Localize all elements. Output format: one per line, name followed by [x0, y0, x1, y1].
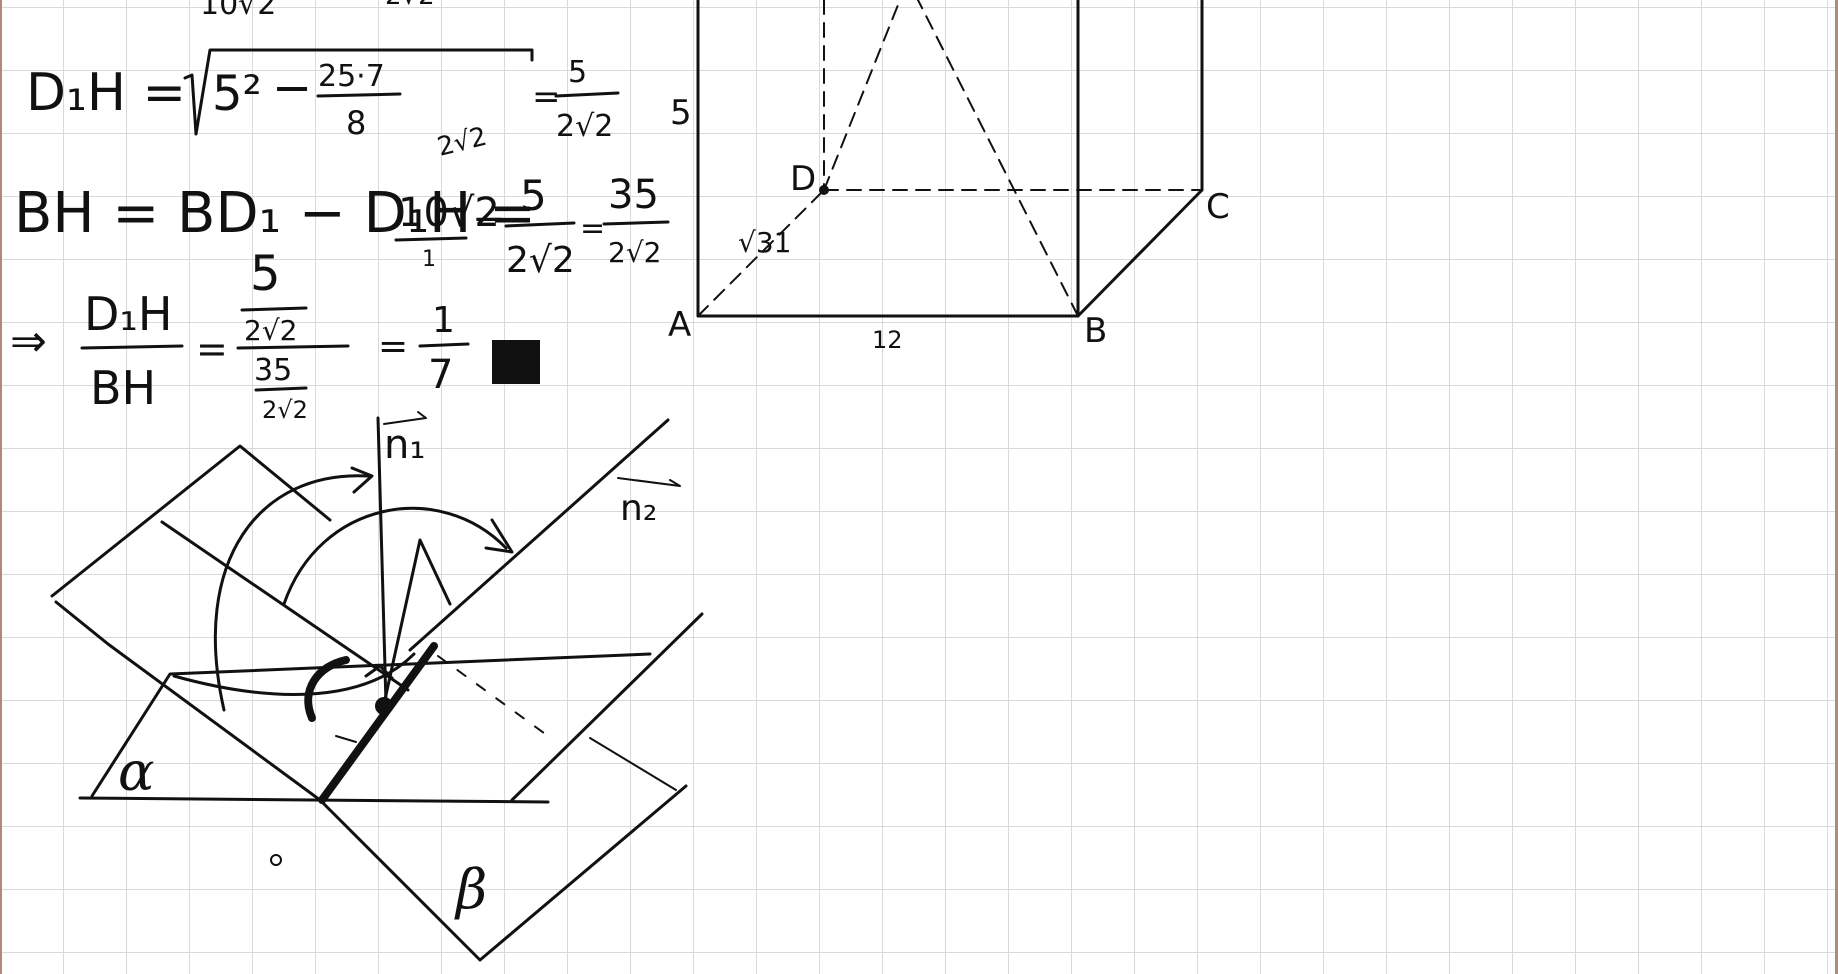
vertex-label-a: A: [668, 305, 691, 345]
vertex-label-d: D: [790, 159, 816, 199]
line2-t1-bar: [394, 236, 468, 242]
cube-edge-ad-hidden: [697, 189, 825, 317]
line3-main-bar: [236, 344, 350, 350]
normal-n2-vector-arrow: [617, 477, 681, 487]
line2-t2-bar: [504, 221, 576, 228]
line3-res-num: 1: [432, 300, 455, 341]
line3-arrow: ⇒: [10, 316, 47, 367]
line2-t1-den: 1: [422, 247, 436, 272]
intersection-line: [318, 642, 438, 804]
line1-res-den: 2√2: [556, 109, 613, 144]
line1-lhs: D₁H =: [26, 63, 186, 123]
qed-square: [492, 340, 540, 384]
line2-lhs: BH = BD₁ − D₁H =: [14, 181, 536, 246]
plane-alpha-label: α: [118, 740, 154, 803]
equation-line-3: ⇒ D₁H BH = 5 2√2 35 2√2 = 1 7: [10, 246, 540, 424]
equation-line-2: 2√2 BH = BD₁ − D₁H = 10√2 1 − 5 2√2 = 35…: [14, 122, 670, 281]
angle-arc-2-arrow: [484, 518, 514, 554]
normal-n1-line: [376, 416, 388, 706]
line2-eq: =: [580, 211, 605, 246]
line2-side-note: 2√2: [434, 122, 489, 163]
line3-res-den: 7: [428, 352, 453, 398]
line1-res-bar: [554, 91, 620, 98]
cube-diag-d-top: [823, 0, 901, 191]
line3-big-num: 5: [250, 246, 281, 302]
vertex-d-dot: [819, 185, 829, 195]
line3-big-den-den: 2√2: [262, 396, 308, 424]
normal-n2-projection: [382, 538, 452, 706]
line2-t1-num: 10√2: [398, 190, 500, 236]
plane-beta-edge: [589, 737, 677, 791]
line3-lhs-num: D₁H: [84, 287, 172, 341]
line3-eq: =: [196, 327, 228, 371]
line1-radicand: 5²: [212, 66, 262, 122]
line3-eq2: =: [378, 326, 408, 367]
line1-minus: −: [272, 60, 312, 116]
upper-plane-inner-line: [160, 520, 410, 692]
planes-diagram: n₁ n₂ α β: [50, 411, 704, 962]
line3-inner-bar-2: [254, 386, 308, 392]
line2-res-den: 2√2: [608, 236, 661, 269]
partial-top-right: 2√2: [385, 0, 435, 11]
edge-label-diagonal: √31: [738, 226, 791, 259]
cube-diagram: A B C D 5 12 √31: [668, 0, 1230, 354]
line3-lhs-den: BH: [90, 361, 156, 415]
board-left-edge: [0, 0, 2, 974]
upper-plane-right: [408, 418, 670, 652]
upper-plane-left: [50, 444, 332, 598]
line1-frac-bar: [316, 92, 402, 98]
normal-n1-label: n₁: [384, 422, 425, 468]
line3-big-den: 35: [254, 353, 292, 388]
line3-big-num-den: 2√2: [244, 314, 297, 347]
cube-edge-bc: [1076, 188, 1204, 318]
vertex-label-b: B: [1084, 311, 1107, 351]
line1-frac-den: 8: [346, 104, 366, 142]
vertex-label-c: C: [1206, 187, 1230, 227]
cursor-dot: [270, 854, 282, 866]
line1-res-num: 5: [568, 55, 587, 90]
line2-minus: −: [472, 196, 506, 242]
plane-beta-label: β: [454, 858, 487, 921]
intersection-point: [375, 697, 393, 715]
edge-label-height: 5: [670, 93, 692, 133]
cube-diag-b-top: [917, 0, 1079, 317]
small-tick: [335, 735, 357, 743]
line3-inner-bar-1: [240, 306, 308, 312]
right-angle-mark: [364, 664, 394, 680]
sqrt-sign: [183, 48, 534, 136]
line2-t2-den: 2√2: [506, 240, 575, 281]
dihedral-angle-mark: [304, 656, 350, 722]
partial-top-left: 10√2: [200, 0, 276, 22]
plane-alpha-left-top: [90, 652, 652, 798]
line3-lhs-bar: [80, 344, 184, 350]
plane-beta-hidden: [437, 655, 549, 737]
plane-alpha-right: [510, 612, 704, 802]
line1-frac-num: 25·7: [318, 59, 385, 94]
edge-label-bottom: 12: [872, 326, 903, 354]
angle-arc-1-arrow: [350, 466, 374, 494]
line2-t2-num: 5: [520, 171, 547, 220]
board-right-edge: [1835, 0, 1838, 974]
plane-alpha-bottom: [78, 796, 550, 804]
normal-n2-label: n₂: [620, 488, 657, 529]
dihedral-arc: [172, 652, 416, 696]
normal-n1-vector-arrow: [383, 411, 427, 425]
angle-arc-2: [282, 506, 508, 606]
angle-arc-1: [213, 474, 370, 712]
line2-res-num: 35: [608, 172, 659, 218]
line3-res-bar: [418, 342, 470, 348]
equation-line-1: D₁H = 5² − 25·7 8 = 5 2√2: [26, 48, 620, 144]
line2-res-bar: [602, 220, 670, 226]
